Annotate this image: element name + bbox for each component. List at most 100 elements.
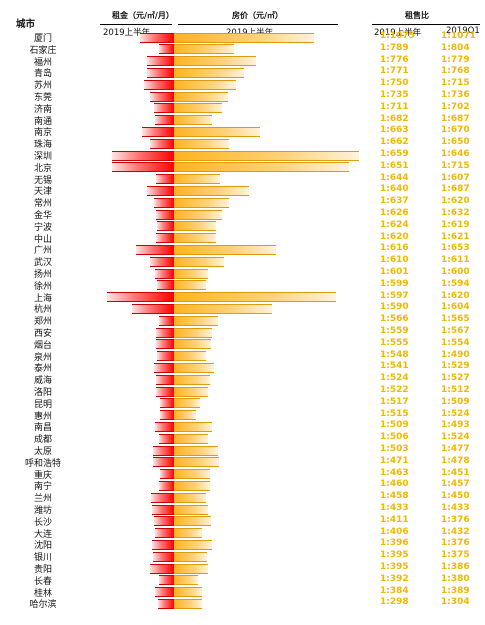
ratio-h1-label: 1:384: [380, 585, 409, 596]
rent-bar: [153, 551, 174, 562]
price-bar: [174, 103, 222, 114]
city-label: 珠海: [33, 140, 52, 151]
price-bar: [174, 56, 256, 67]
rent-bar: [159, 575, 174, 586]
city-label: 杭州: [33, 305, 52, 316]
price-bar: [174, 115, 212, 126]
price-bar: [174, 327, 212, 338]
ratio-q1-label: 1:554: [441, 337, 470, 348]
rent-bar: [155, 421, 174, 432]
ratio-q1-label: 1:687: [441, 184, 470, 195]
price-bar: [174, 433, 208, 444]
ratio-h1-label: 1:597: [380, 290, 409, 301]
city-label: 广州: [33, 246, 52, 257]
price-bar: [174, 256, 224, 267]
rent-bar: [154, 103, 174, 114]
price-bar: [174, 351, 206, 362]
price-bar: [174, 79, 236, 90]
ratio-h1-label: 1:750: [380, 78, 409, 89]
price-bar: [174, 339, 211, 350]
ratio-h1-label: 1:548: [380, 349, 409, 360]
rent-column-header: 租金（元/㎡/月）: [112, 10, 174, 20]
ratio-h1-label: 1:637: [380, 196, 409, 207]
price-column-header: 房价（元/㎡）: [232, 10, 283, 20]
rent-bar: [154, 362, 174, 373]
rent-bar: [159, 44, 174, 55]
city-label: 金华: [33, 211, 52, 221]
ratio-h1-label: 1:662: [380, 137, 409, 148]
ratio-q1-label: 1:611: [441, 255, 470, 266]
ratio-h1-label: 1:471: [380, 455, 409, 466]
city-label: 泉州: [33, 352, 52, 363]
ratio-q1-label: 1:477: [441, 444, 470, 454]
city-label: 苏州: [33, 81, 52, 92]
city-label: 长春: [33, 576, 52, 587]
ratio-h1-label: 1:506: [380, 432, 409, 443]
ratio-q1-label: 1:509: [441, 396, 470, 407]
rent-bar: [151, 492, 174, 503]
city-label: 呼和浩特: [24, 458, 61, 469]
price-bar: [174, 386, 208, 397]
city-label: 潍坊: [33, 506, 52, 516]
ratio-q1-label: 1:380: [441, 573, 470, 584]
ratio-q1-label: 1:376: [441, 514, 470, 525]
rent-header-rule: [100, 24, 172, 25]
price-bar: [174, 174, 220, 185]
ratio-h1-label: 1:517: [380, 396, 409, 407]
price-bar: [174, 303, 272, 314]
rent-bar: [147, 185, 174, 196]
ratio-q1-label: 1:529: [441, 361, 470, 372]
price-bar: [174, 563, 208, 574]
price-bar: [174, 598, 202, 609]
price-bar: [174, 539, 212, 550]
city-label: 泰州: [33, 364, 52, 375]
city-label: 南京: [33, 128, 52, 139]
ratio-q1-label: 1:715: [441, 160, 470, 171]
ratio-h1-label: 1:659: [380, 149, 409, 159]
rent-bar: [152, 504, 174, 515]
price-bar: [174, 492, 206, 503]
ratio-h1-label: 1:503: [380, 444, 409, 454]
ratio-h1-label: 1:411: [380, 514, 409, 525]
ratio-q1-label: 1:389: [441, 585, 470, 596]
price-bar: [174, 197, 229, 208]
city-label: 昆明: [33, 399, 52, 410]
price-bar: [174, 268, 208, 279]
ratio-h1-label: 1:555: [380, 337, 409, 348]
price-bar: [174, 44, 234, 55]
price-bar: [174, 445, 218, 456]
ratio-h1-label: 1:515: [380, 408, 409, 419]
ratio-h1-label: 1:663: [380, 125, 409, 136]
ratio-q1-label: 1:779: [441, 54, 470, 65]
rent-bar: [155, 268, 174, 279]
rent-bar: [150, 138, 174, 149]
price-bar: [174, 480, 210, 491]
ratio-h1-label: 1:590: [380, 302, 409, 313]
price-bar: [174, 32, 314, 43]
price-bar: [174, 67, 244, 78]
rent-bar: [159, 315, 174, 326]
ratio-h1-label: 1:735: [380, 90, 409, 100]
price-bar: [174, 587, 202, 598]
ratio-q1-label: 1:565: [441, 314, 470, 325]
rent-bar: [154, 197, 174, 208]
city-label: 天津: [33, 187, 52, 198]
ratio-h1-label: 1:599: [380, 278, 409, 289]
ratio-h1-label: 1:789: [380, 42, 409, 53]
ratio-h1-label: 1:776: [380, 54, 409, 65]
ratio-h1-label: 1:601: [380, 267, 409, 277]
price-header-rule: [178, 24, 338, 25]
rent-bar: [140, 32, 174, 43]
rent-bar: [136, 244, 174, 255]
ratio-q1-period-label: 2019Q1: [446, 26, 480, 36]
city-label: 青岛: [33, 69, 52, 80]
rent-period-label: 2019上半年: [103, 28, 151, 38]
price-bar: [174, 292, 336, 303]
rent-bar: [156, 339, 174, 350]
city-column-header: 城市: [16, 19, 36, 30]
city-label: 太原: [33, 447, 52, 457]
rent-bar: [160, 469, 174, 480]
rent-bar: [159, 480, 174, 491]
price-bar: [174, 516, 211, 527]
price-bar: [174, 504, 208, 515]
